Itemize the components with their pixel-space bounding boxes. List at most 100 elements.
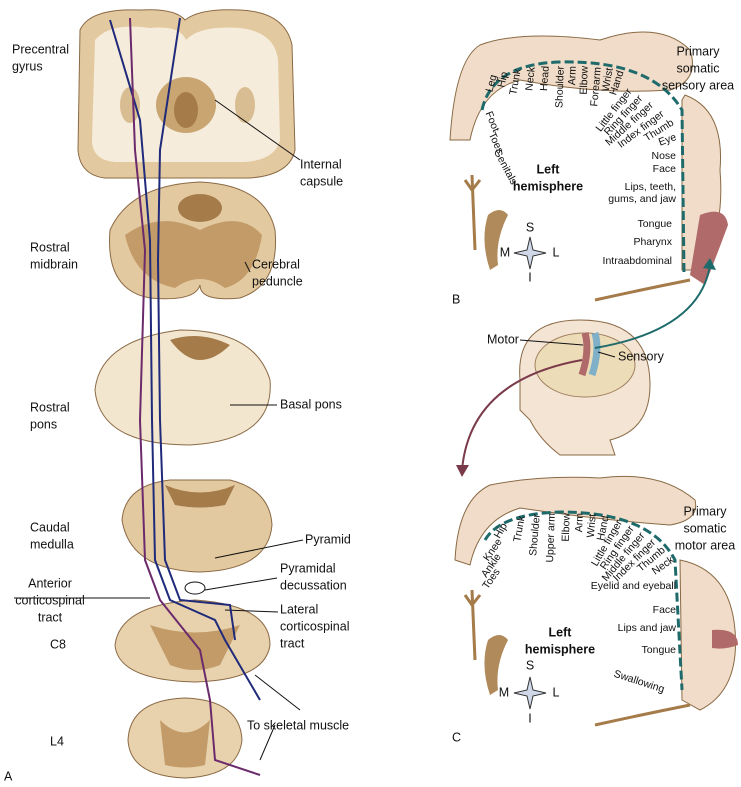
body-part-label: Hand bbox=[595, 515, 612, 542]
nucleus bbox=[120, 87, 140, 123]
sensory-homunculus-body bbox=[449, 31, 693, 141]
genital-symbol bbox=[463, 589, 482, 661]
panel-a-label: decussation bbox=[280, 578, 347, 592]
body-part-label: Neck bbox=[523, 66, 538, 92]
body-part-label: Elbow bbox=[578, 65, 591, 94]
body-part-label: Nose bbox=[651, 150, 676, 162]
panel-a-label: medulla bbox=[30, 537, 74, 551]
body-part-label: Leg bbox=[483, 73, 499, 93]
compass-label: L bbox=[553, 245, 560, 259]
body-part-label: Wrist bbox=[585, 513, 599, 538]
body-part-label: Trunk bbox=[511, 514, 528, 543]
decussation-ring bbox=[184, 581, 206, 595]
body-part-label: Wrist bbox=[600, 67, 616, 93]
panel-a-label: Internal bbox=[300, 157, 342, 171]
panel-a-label: peduncle bbox=[252, 274, 303, 288]
nerve bbox=[594, 278, 691, 302]
body-part-label: Arm bbox=[573, 513, 586, 533]
area-title: somatic bbox=[683, 521, 726, 535]
arrow-to-c bbox=[461, 359, 583, 471]
arrowhead bbox=[456, 465, 469, 477]
gray-matter bbox=[160, 720, 210, 768]
motor-homunculus-body bbox=[454, 475, 697, 566]
body-part-label: Head bbox=[538, 65, 552, 91]
artwork bbox=[14, 9, 738, 779]
fourth-ventricle bbox=[170, 336, 230, 360]
nucleus bbox=[235, 87, 255, 123]
panel-a-label: tract bbox=[280, 636, 305, 650]
body-part-label: gums, and jaw bbox=[608, 193, 676, 205]
tectum bbox=[178, 194, 222, 222]
panel-a-label: Pyramidal bbox=[280, 561, 336, 575]
panel-a-label: Pyramid bbox=[305, 532, 351, 546]
compass-label: I bbox=[528, 711, 531, 725]
body-part-label: Trunk bbox=[507, 67, 524, 96]
body-part-label: Face bbox=[653, 604, 677, 616]
panel-letter: B bbox=[452, 292, 460, 306]
motor-homunculus-face bbox=[679, 559, 737, 711]
hemisphere-label: hemisphere bbox=[525, 642, 595, 656]
body-part-label: Eye bbox=[657, 131, 678, 149]
homunculus-arc bbox=[480, 60, 686, 276]
body-part-label: Swallowing bbox=[612, 668, 666, 696]
body-part-label: Hip bbox=[495, 70, 510, 88]
panel-a-label: To skeletal muscle bbox=[247, 718, 349, 732]
leader bbox=[597, 351, 616, 358]
compass-label: I bbox=[528, 270, 531, 284]
hemisphere-label: hemisphere bbox=[513, 179, 583, 193]
compass-label: S bbox=[526, 220, 534, 234]
compass-label: L bbox=[553, 685, 560, 699]
panel-letter: A bbox=[4, 769, 13, 783]
area-title: motor area bbox=[675, 538, 735, 552]
sensory-label: Sensory bbox=[618, 349, 665, 363]
hemisphere-label: Left bbox=[537, 162, 561, 176]
body-part-label: Face bbox=[653, 163, 677, 175]
pharynx-shape bbox=[484, 635, 508, 695]
panel-letter: C bbox=[452, 730, 461, 744]
panel-a-label: corticospinal bbox=[280, 619, 349, 633]
body-part-label: Tongue bbox=[642, 644, 677, 656]
area-title: somatic bbox=[676, 61, 719, 75]
panel-a-label: corticospinal bbox=[15, 593, 84, 607]
tongue bbox=[712, 629, 738, 649]
leader bbox=[244, 261, 251, 273]
panel-a-label: Cerebral bbox=[252, 257, 300, 271]
arrowhead bbox=[703, 258, 716, 270]
motor-strip bbox=[578, 332, 591, 377]
leader bbox=[519, 339, 584, 346]
panel-a-label: Rostral bbox=[30, 240, 70, 254]
motor-label: Motor bbox=[487, 332, 519, 346]
panel-a-label: Lateral bbox=[280, 602, 318, 616]
leader bbox=[204, 577, 278, 591]
panel-a-label: Precentral bbox=[12, 42, 69, 56]
area-title: Primary bbox=[683, 504, 727, 518]
compass-label: M bbox=[500, 245, 510, 259]
panel-a-label: midbrain bbox=[30, 257, 78, 271]
body-part-label: Pharynx bbox=[633, 236, 672, 248]
body-part-label: Tongue bbox=[638, 218, 673, 230]
panel-a-label: C8 bbox=[50, 637, 66, 651]
gray-matter bbox=[150, 625, 240, 670]
hemisphere-label: Left bbox=[549, 625, 573, 639]
area-title: Primary bbox=[676, 44, 720, 58]
area-title: sensory area bbox=[662, 78, 734, 92]
compass-label: S bbox=[526, 658, 534, 672]
leader bbox=[259, 724, 276, 761]
panel-a-label: Rostral bbox=[30, 400, 70, 414]
leader bbox=[214, 99, 301, 161]
body-part-label: Forearm bbox=[588, 66, 603, 107]
tongue bbox=[690, 211, 728, 285]
thalamus bbox=[174, 92, 198, 128]
medulla-nucleus bbox=[165, 485, 235, 508]
panel-a-label: Anterior bbox=[28, 576, 72, 590]
panel-a-label: gyrus bbox=[12, 59, 43, 73]
panel-a-label: pons bbox=[30, 417, 57, 431]
genital-symbol bbox=[463, 174, 482, 251]
tract bbox=[129, 17, 261, 776]
body-part-label: Intraabdominal bbox=[603, 255, 672, 267]
leader bbox=[214, 539, 304, 559]
compass-label: M bbox=[499, 685, 509, 699]
body-part-label: Genitals bbox=[491, 147, 520, 187]
leader bbox=[224, 609, 279, 613]
